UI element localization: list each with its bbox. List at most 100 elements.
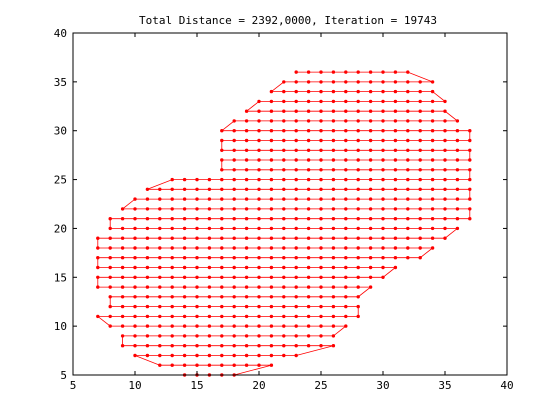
city-point	[331, 324, 336, 328]
city-point	[195, 217, 199, 221]
city-point	[306, 295, 311, 299]
city-point	[158, 246, 162, 250]
city-point	[406, 246, 410, 250]
y-tick-label: 5	[60, 369, 67, 382]
city-point	[381, 197, 385, 201]
city-point	[306, 236, 311, 240]
city-point	[207, 187, 212, 191]
city-point	[220, 304, 224, 309]
city-point	[306, 138, 311, 143]
city-point	[232, 168, 236, 172]
y-tick-label: 15	[54, 271, 67, 284]
city-point	[120, 285, 125, 289]
city-point	[344, 304, 348, 309]
city-point	[319, 177, 323, 182]
city-point	[257, 119, 261, 123]
city-point	[282, 353, 286, 358]
city-point	[282, 197, 286, 201]
city-point	[170, 314, 174, 319]
city-point	[195, 295, 199, 299]
city-point	[170, 285, 174, 289]
city-point	[368, 246, 373, 250]
city-point	[158, 207, 162, 211]
city-point	[96, 314, 100, 319]
city-point	[182, 207, 187, 211]
city-point	[430, 148, 435, 152]
city-point	[282, 119, 286, 123]
city-point	[96, 256, 100, 260]
city-point	[269, 148, 274, 152]
city-point	[158, 334, 162, 338]
city-point	[257, 363, 261, 367]
city-point	[406, 119, 410, 123]
city-point	[269, 119, 274, 123]
city-point	[319, 187, 323, 191]
city-point	[269, 177, 274, 182]
city-point	[418, 217, 422, 221]
city-point	[430, 197, 435, 201]
city-point	[220, 217, 224, 221]
city-point	[244, 197, 249, 201]
city-point	[257, 99, 261, 104]
city-point	[232, 295, 236, 299]
y-tick-label: 30	[54, 125, 67, 138]
city-point	[220, 256, 224, 260]
city-point	[331, 187, 336, 191]
city-point	[368, 109, 373, 113]
city-point	[418, 236, 422, 240]
city-point	[170, 236, 174, 240]
city-point	[282, 129, 286, 133]
city-point	[120, 226, 125, 231]
city-point	[120, 304, 125, 309]
x-tick-label: 30	[376, 379, 389, 392]
city-point	[96, 275, 100, 279]
city-point	[170, 187, 174, 191]
city-point	[195, 197, 199, 201]
city-point	[108, 265, 112, 270]
x-tick-label: 20	[252, 379, 265, 392]
city-point	[232, 353, 236, 358]
city-point	[443, 168, 447, 172]
city-point	[418, 168, 422, 172]
city-point	[282, 344, 286, 348]
city-point	[145, 344, 150, 348]
city-point	[368, 177, 373, 182]
city-point	[356, 265, 360, 270]
city-point	[120, 295, 125, 299]
city-point	[195, 226, 199, 231]
city-point	[220, 187, 224, 191]
city-point	[195, 177, 199, 182]
city-point	[207, 217, 212, 221]
city-point	[344, 207, 348, 211]
city-point	[182, 295, 187, 299]
y-tick-label: 10	[54, 320, 67, 333]
city-point	[294, 353, 298, 358]
city-point	[133, 344, 137, 348]
city-point	[381, 177, 385, 182]
city-point	[294, 177, 298, 182]
city-point	[344, 217, 348, 221]
city-point	[455, 187, 460, 191]
city-point	[232, 226, 236, 231]
city-point	[108, 256, 112, 260]
city-point	[207, 236, 212, 240]
city-point	[306, 129, 311, 133]
city-point	[443, 158, 447, 162]
city-point	[393, 217, 398, 221]
city-point	[195, 236, 199, 240]
city-point	[96, 265, 100, 270]
city-point	[145, 353, 150, 358]
city-point	[207, 207, 212, 211]
city-point	[108, 217, 112, 221]
city-point	[145, 256, 150, 260]
city-point	[182, 177, 187, 182]
city-point	[282, 236, 286, 240]
city-point	[331, 314, 336, 319]
city-point	[455, 226, 460, 231]
city-point	[158, 324, 162, 328]
city-point	[158, 236, 162, 240]
city-point	[443, 177, 447, 182]
y-tick-label: 20	[54, 222, 67, 235]
city-point	[145, 236, 150, 240]
city-point	[418, 158, 422, 162]
